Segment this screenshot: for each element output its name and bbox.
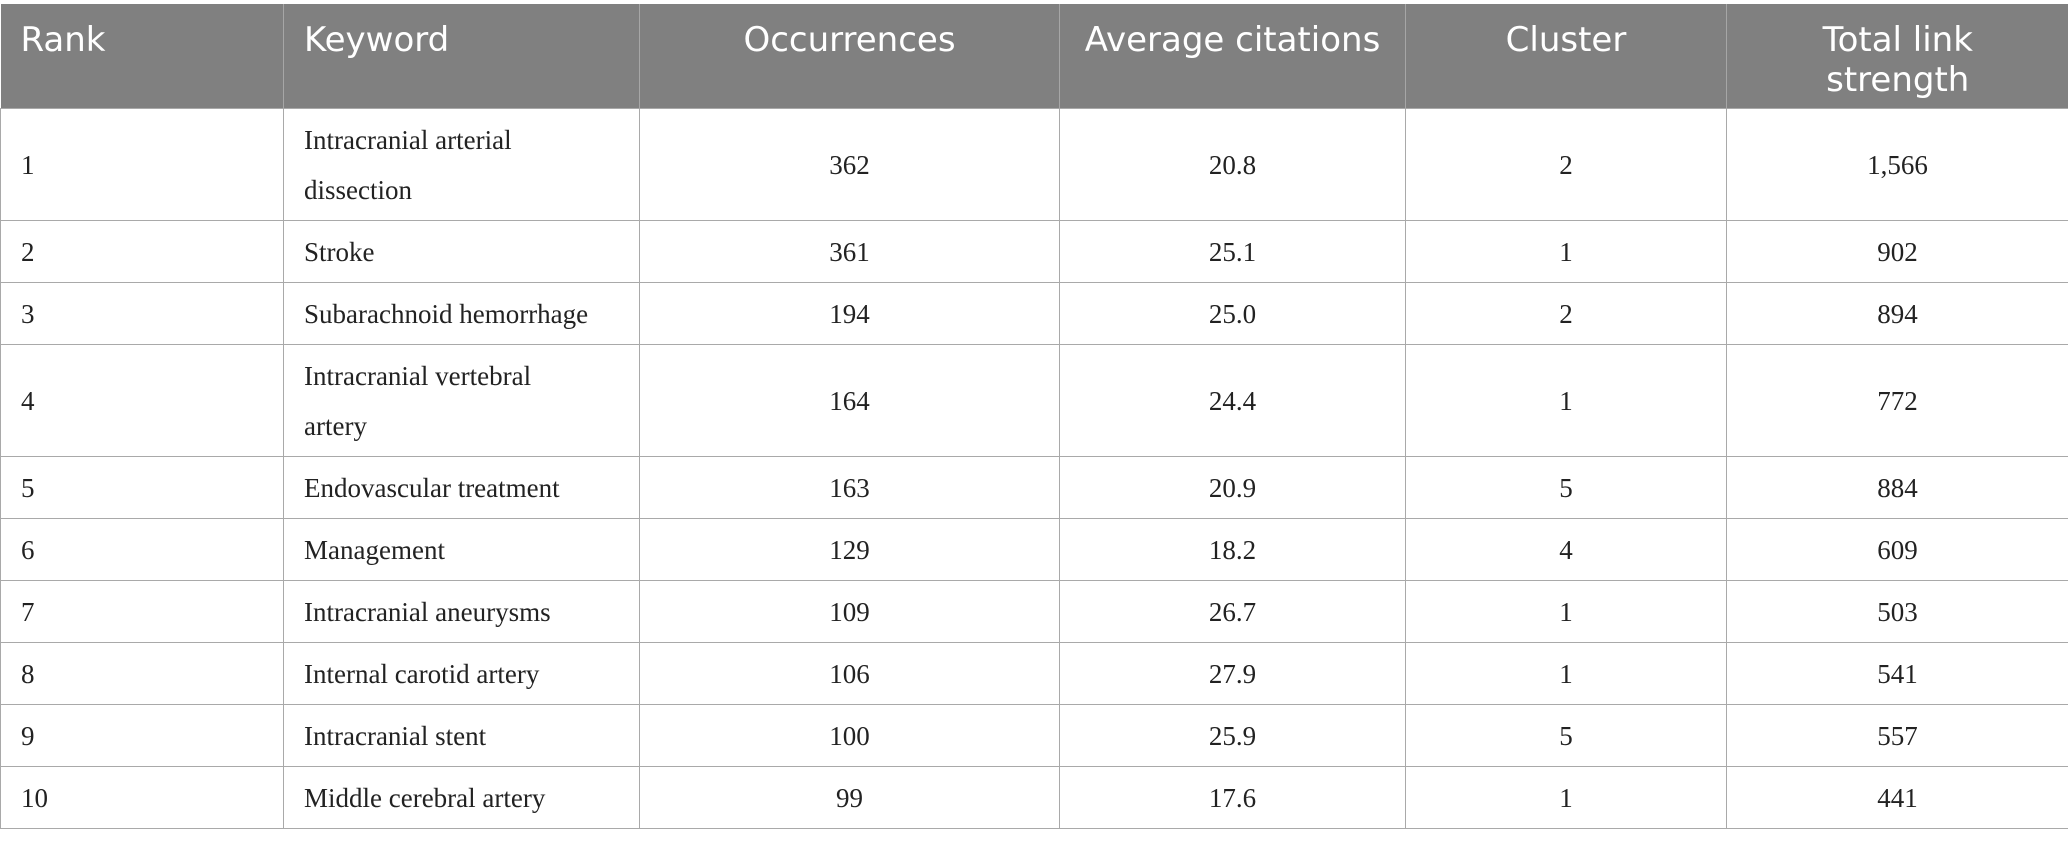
occurrences-cell: 129	[639, 518, 1060, 581]
table-row: 7 Intracranial aneurysms 109 26.7 1 503	[0, 580, 2068, 643]
table-row: 3 Subarachnoid hemorrhage 194 25.0 2 894	[0, 282, 2068, 345]
rank-cell: 7	[0, 580, 284, 643]
total-link-strength-cell: 441	[1726, 766, 2068, 829]
average-citations-cell: 20.8	[1059, 108, 1406, 221]
cluster-cell: 1	[1405, 642, 1727, 705]
average-citations-cell: 20.9	[1059, 456, 1406, 519]
occurrences-cell: 194	[639, 282, 1060, 345]
cluster-cell: 2	[1405, 282, 1727, 345]
average-citations-cell: 25.1	[1059, 220, 1406, 283]
total-link-strength-cell: 772	[1726, 344, 2068, 457]
total-link-strength-cell: 557	[1726, 704, 2068, 767]
keyword-line2: dissection	[304, 174, 412, 205]
keyword-line2: artery	[304, 410, 367, 441]
occurrences-cell: 99	[639, 766, 1060, 829]
average-citations-cell: 25.0	[1059, 282, 1406, 345]
keyword-cell: Subarachnoid hemorrhage	[283, 282, 640, 345]
keyword-line1: Internal carotid artery	[304, 658, 540, 689]
occurrences-cell: 109	[639, 580, 1060, 643]
rank-cell: 8	[0, 642, 284, 705]
occurrences-cell: 106	[639, 642, 1060, 705]
average-citations-cell: 17.6	[1059, 766, 1406, 829]
table-row: 6 Management 129 18.2 4 609	[0, 518, 2068, 581]
cluster-cell: 2	[1405, 108, 1727, 221]
keyword-cell: Endovascular treatment	[283, 456, 640, 519]
keyword-line1: Management	[304, 534, 445, 565]
header-average-citations: Average citations	[1059, 4, 1406, 109]
keyword-cell: Intracranial aneurysms	[283, 580, 640, 643]
header-cluster: Cluster	[1405, 4, 1727, 109]
rank-cell: 10	[0, 766, 284, 829]
table-body: 1 Intracranial arterial dissection 362 20.8 2…	[0, 108, 2068, 829]
keyword-cell: Internal carotid artery	[283, 642, 640, 705]
total-link-strength-cell: 541	[1726, 642, 2068, 705]
header-rank: Rank	[0, 4, 284, 109]
keyword-cell: Management	[283, 518, 640, 581]
total-link-strength-cell: 884	[1726, 456, 2068, 519]
rank-cell: 2	[0, 220, 284, 283]
total-link-strength-cell: 902	[1726, 220, 2068, 283]
average-citations-cell: 27.9	[1059, 642, 1406, 705]
keyword-line1: Intracranial arterial	[304, 124, 512, 155]
occurrences-cell: 361	[639, 220, 1060, 283]
keyword-cell: Intracranial stent	[283, 704, 640, 767]
keyword-cell: Middle cerebral artery	[283, 766, 640, 829]
table-header: Rank Keyword Occurrences Average citatio…	[0, 4, 2068, 109]
keyword-cell: Stroke	[283, 220, 640, 283]
cluster-cell: 5	[1405, 456, 1727, 519]
keyword-line1: Intracranial aneurysms	[304, 596, 551, 627]
total-link-strength-cell: 503	[1726, 580, 2068, 643]
occurrences-cell: 163	[639, 456, 1060, 519]
cluster-cell: 1	[1405, 766, 1727, 829]
cluster-cell: 5	[1405, 704, 1727, 767]
keyword-line1: Intracranial stent	[304, 720, 487, 751]
average-citations-cell: 25.9	[1059, 704, 1406, 767]
table-row: 1 Intracranial arterial dissection 362 20.8 2…	[0, 108, 2068, 221]
total-link-strength-cell: 894	[1726, 282, 2068, 345]
cluster-cell: 1	[1405, 220, 1727, 283]
average-citations-cell: 24.4	[1059, 344, 1406, 457]
table-row: 10 Middle cerebral artery 99 17.6 1 441	[0, 766, 2068, 829]
header-occurrences: Occurrences	[639, 4, 1060, 109]
table-row: 9 Intracranial stent 100 25.9 5 557	[0, 704, 2068, 767]
keyword-line1: Stroke	[304, 236, 375, 267]
occurrences-cell: 362	[639, 108, 1060, 221]
cluster-cell: 1	[1405, 344, 1727, 457]
rank-cell: 1	[0, 108, 284, 221]
average-citations-cell: 18.2	[1059, 518, 1406, 581]
average-citations-cell: 26.7	[1059, 580, 1406, 643]
table-row: 4 Intracranial vertebral artery 164 24.4 1 772	[0, 344, 2068, 457]
keyword-table: Rank Keyword Occurrences Average citatio…	[0, 4, 2068, 829]
table-row: 5 Endovascular treatment 163 20.9 5 884	[0, 456, 2068, 519]
rank-cell: 6	[0, 518, 284, 581]
header-total-link-strength: Total link strength	[1726, 4, 2068, 109]
table-row: 8 Internal carotid artery 106 27.9 1 541	[0, 642, 2068, 705]
header-total-link-line1: Total link	[1822, 20, 1973, 60]
cluster-cell: 4	[1405, 518, 1727, 581]
keyword-cell: Intracranial vertebral artery	[283, 344, 640, 457]
header-keyword: Keyword	[283, 4, 640, 109]
keyword-line1: Intracranial vertebral	[304, 360, 532, 391]
total-link-strength-cell: 609	[1726, 518, 2068, 581]
total-link-strength-cell: 1,566	[1726, 108, 2068, 221]
table-row: 2 Stroke 361 25.1 1 902	[0, 220, 2068, 283]
keyword-cell: Intracranial arterial dissection	[283, 108, 640, 221]
keyword-line1: Subarachnoid hemorrhage	[304, 298, 589, 329]
occurrences-cell: 164	[639, 344, 1060, 457]
occurrences-cell: 100	[639, 704, 1060, 767]
rank-cell: 3	[0, 282, 284, 345]
keyword-line1: Middle cerebral artery	[304, 782, 546, 813]
header-total-link-line2: strength	[1826, 60, 1970, 100]
cluster-cell: 1	[1405, 580, 1727, 643]
rank-cell: 5	[0, 456, 284, 519]
header-row: Rank Keyword Occurrences Average citatio…	[0, 4, 2068, 109]
keyword-line1: Endovascular treatment	[304, 472, 560, 503]
rank-cell: 9	[0, 704, 284, 767]
rank-cell: 4	[0, 344, 284, 457]
